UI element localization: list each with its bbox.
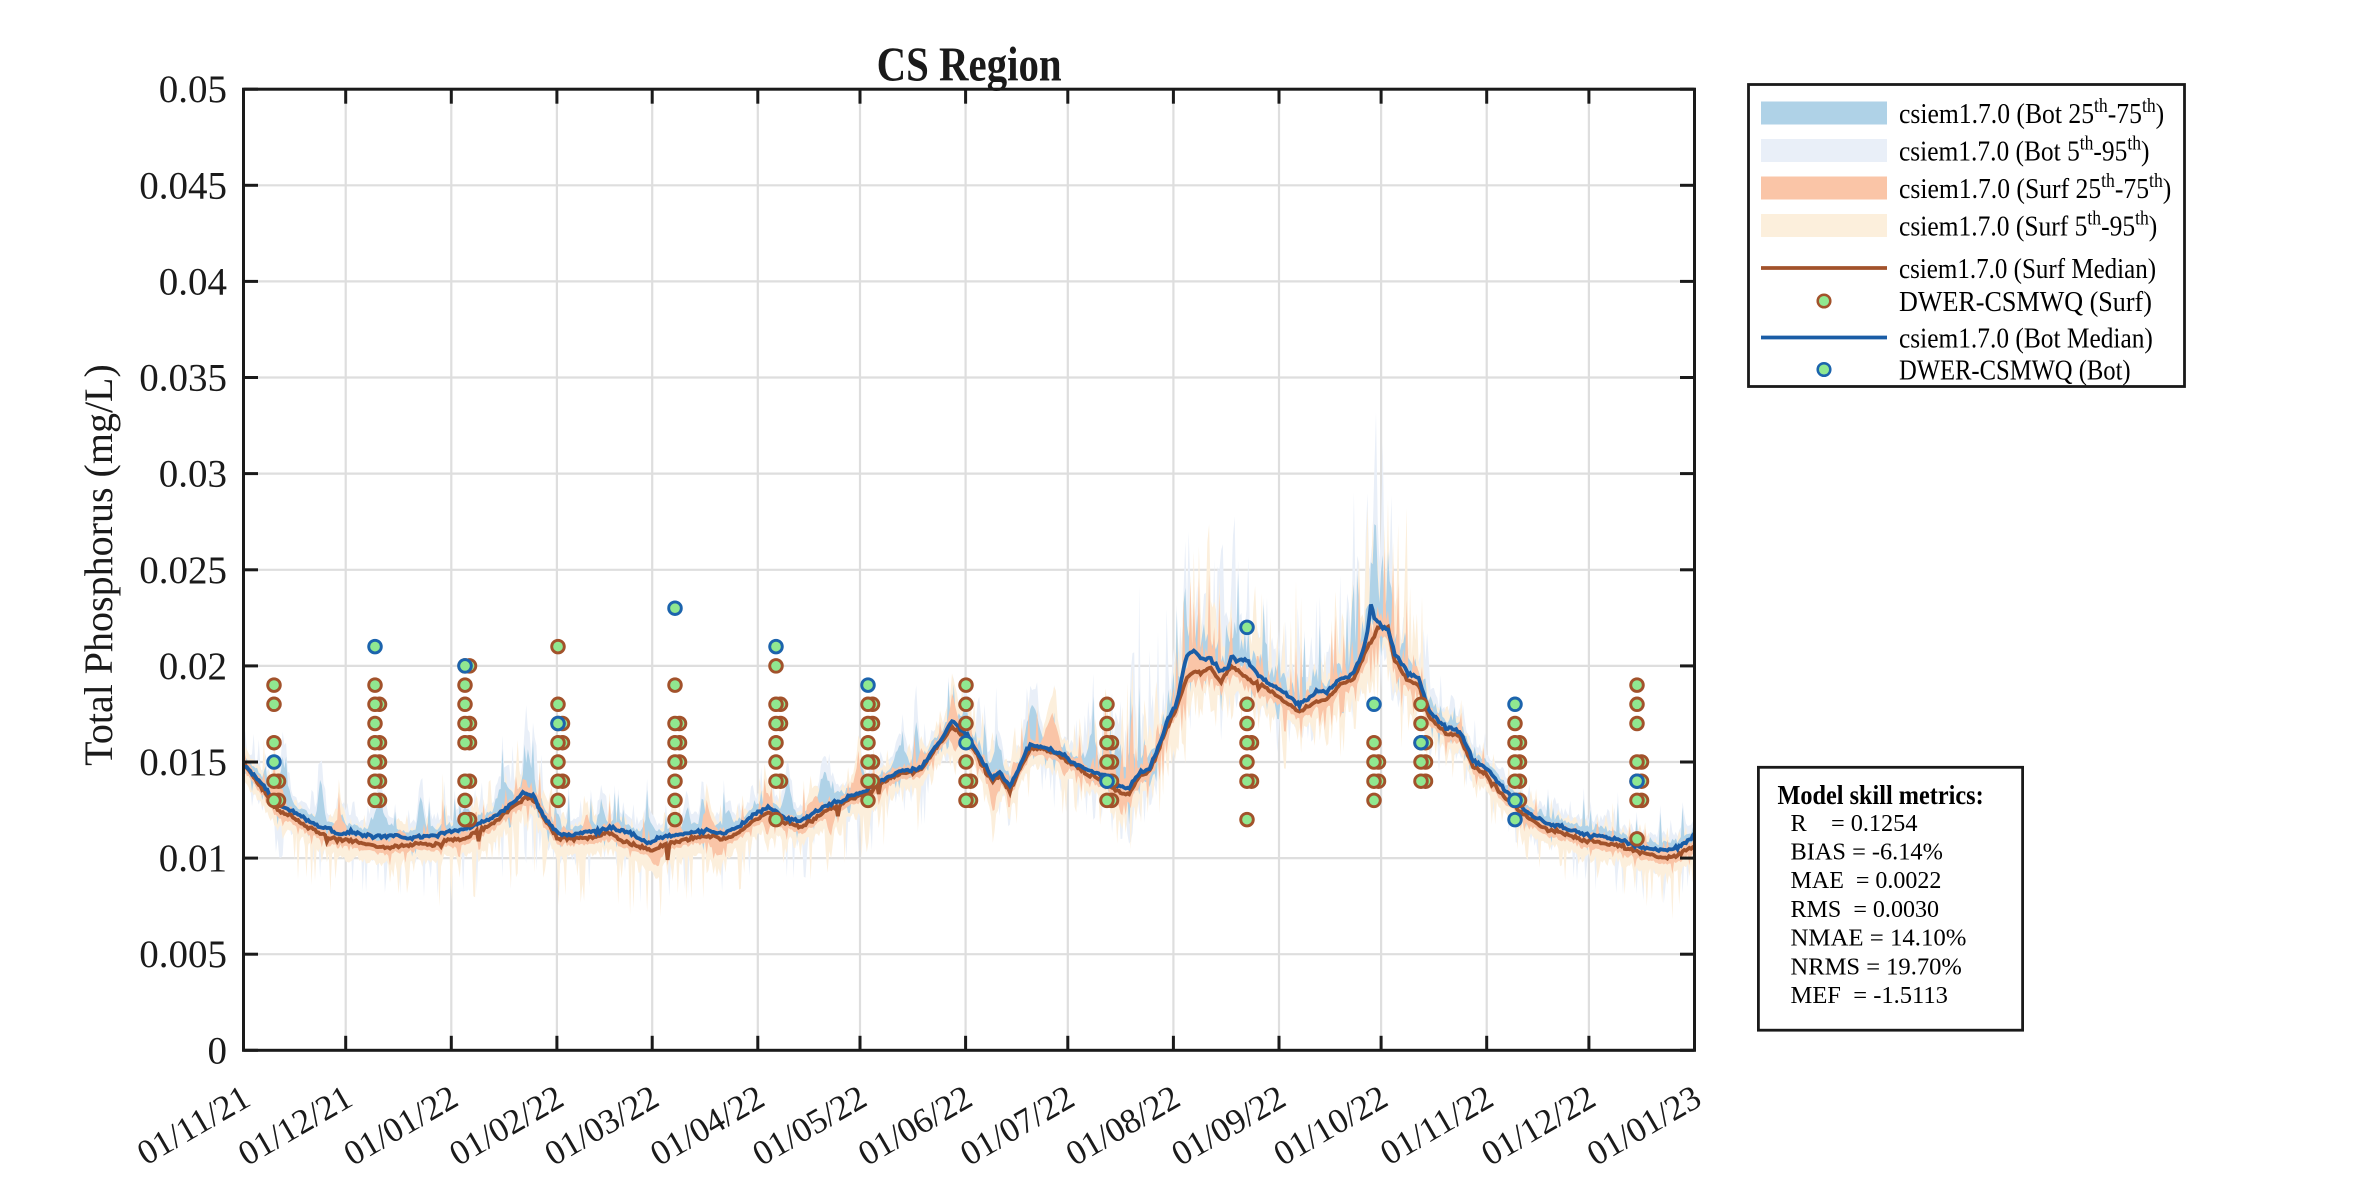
svg-text:csiem1.7.0 (Surf Median): csiem1.7.0 (Surf Median) <box>1899 252 2156 284</box>
svg-text:Total Phosphorus (mg/L): Total Phosphorus (mg/L) <box>76 364 121 766</box>
svg-text:csiem1.7.0 (Surf 25th​-75th​): csiem1.7.0 (Surf 25th​-75th​) <box>1899 170 2171 204</box>
svg-text:csiem1.7.0 (Bot 25th​-75th​): csiem1.7.0 (Bot 25th​-75th​) <box>1899 95 2164 129</box>
svg-text:0.03: 0.03 <box>159 453 227 496</box>
svg-text:0.035: 0.035 <box>139 357 227 400</box>
svg-text:0.015: 0.015 <box>139 741 227 784</box>
svg-text:BIAS = -6.14%: BIAS = -6.14% <box>1791 839 1943 866</box>
svg-text:MEF = -1.5113: MEF = -1.5113 <box>1791 982 1948 1009</box>
svg-text:0.01: 0.01 <box>159 837 227 880</box>
svg-text:0.045: 0.045 <box>139 164 227 207</box>
svg-text:csiem1.7.0 (Surf 5th​-95th​): csiem1.7.0 (Surf 5th​-95th​) <box>1899 208 2157 242</box>
svg-text:R = 0.1254: R = 0.1254 <box>1791 810 1918 837</box>
svg-text:DWER-CSMWQ (Surf): DWER-CSMWQ (Surf) <box>1899 285 2152 318</box>
svg-text:0.025: 0.025 <box>139 549 227 592</box>
svg-text:MAE = 0.0022: MAE = 0.0022 <box>1791 868 1942 894</box>
svg-text:DWER-CSMWQ (Bot): DWER-CSMWQ (Bot) <box>1899 354 2131 386</box>
svg-text:NRMS = 19.70%: NRMS = 19.70% <box>1791 954 1962 981</box>
svg-text:0.04: 0.04 <box>159 260 227 303</box>
svg-text:0: 0 <box>208 1029 228 1072</box>
svg-text:NMAE = 14.10%: NMAE = 14.10% <box>1791 925 1967 952</box>
svg-text:0.005: 0.005 <box>139 933 227 976</box>
svg-text:RMS = 0.0030: RMS = 0.0030 <box>1791 897 1940 923</box>
svg-text:0.05: 0.05 <box>159 68 227 111</box>
svg-text:CS Region: CS Region <box>877 37 1062 91</box>
svg-text:csiem1.7.0 (Bot 5th​-95th​): csiem1.7.0 (Bot 5th​-95th​) <box>1899 132 2149 166</box>
svg-text:Model skill metrics:: Model skill metrics: <box>1778 780 1984 810</box>
svg-text:csiem1.7.0 (Bot Median): csiem1.7.0 (Bot Median) <box>1899 322 2153 354</box>
svg-text:0.02: 0.02 <box>159 645 227 688</box>
